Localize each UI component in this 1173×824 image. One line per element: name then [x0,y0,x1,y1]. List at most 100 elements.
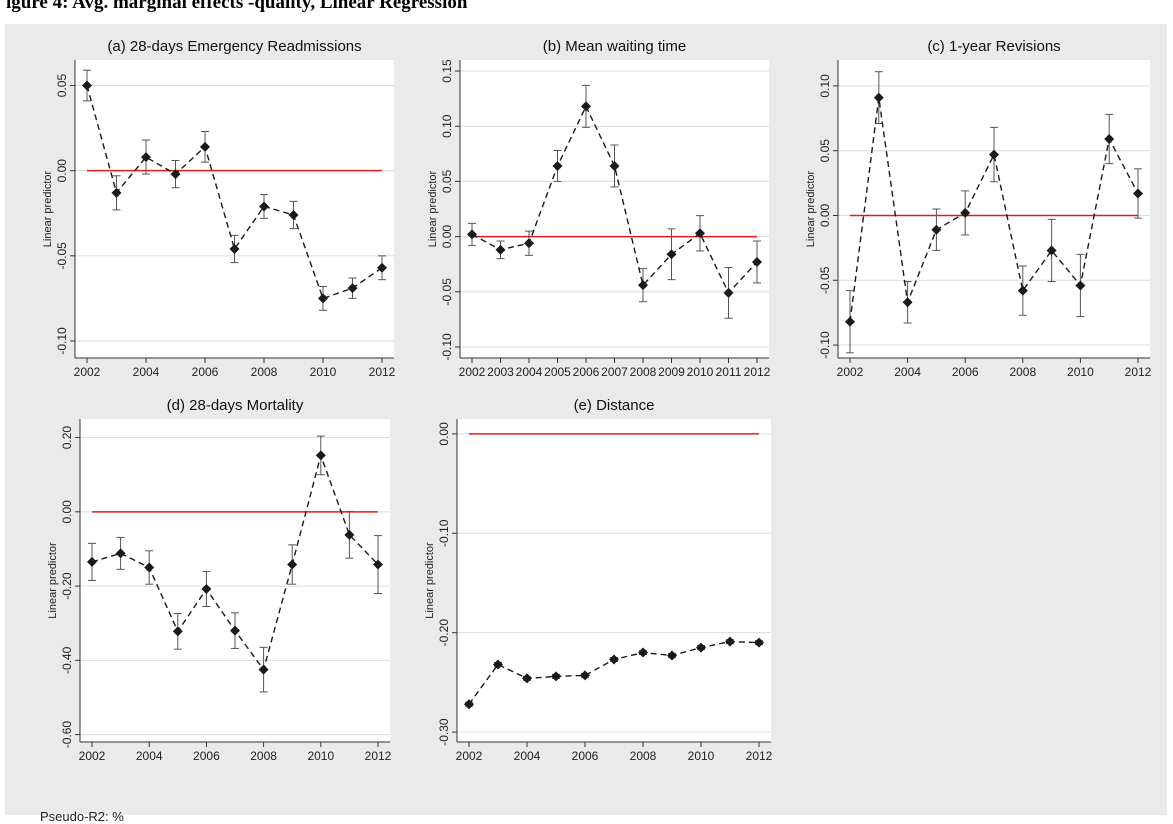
data-point-2007 [989,149,999,160]
data-point-2012 [752,256,762,267]
chart-title: (d) 28-days Mortality [167,397,304,414]
y-tick-label: -0.10 [437,519,451,547]
data-point-2007 [229,244,240,255]
data-point-2012 [754,637,764,648]
chart-title: (b) Mean waiting time [543,38,686,55]
data-point-2011 [344,529,355,540]
plot-area [838,60,1150,358]
data-point-2005 [931,224,942,235]
data-point-2011 [725,636,735,647]
y-tick-label: -0.10 [440,333,454,361]
data-point-2009 [667,650,677,661]
data-point-2008 [258,664,269,675]
y-tick-label: -0.60 [60,721,74,749]
chart-panel-5: 0.00 -0.10 -0.20 -0.30 2002 2004 2006 2008 2010 2… [424,397,773,763]
data-point-2004 [524,238,534,249]
data-point-2009 [288,209,299,220]
x-tick-label: 2006 [192,365,219,379]
data-point-2003 [115,548,126,559]
x-tick-label: 2002 [459,365,486,379]
data-point-2009 [666,249,677,260]
y-axis-label: Linear predictor [42,170,54,247]
chart-panel-3: 0.10 0.05 0.00 -0.05 -0.10 2002 2004 2006 2008 20… [805,38,1152,379]
data-point-2009 [287,559,298,570]
x-tick-label: 2004 [514,749,541,763]
x-tick-label: 2006 [572,749,599,763]
data-point-2006 [581,101,591,112]
data-point-2010 [1075,280,1086,291]
x-tick-label: 2012 [746,749,773,763]
y-axis-label: Linear predictor [424,542,436,619]
x-tick-label: 2005 [544,365,571,379]
y-tick-label: -0.30 [437,718,451,746]
data-point-2003 [873,92,884,103]
x-tick-label: 2012 [744,365,771,379]
data-point-2008 [638,280,648,291]
plot-area [80,419,390,742]
data-point-2012 [377,262,387,273]
y-tick-label: 0.20 [60,426,74,450]
chart-title: (c) 1-year Revisions [927,38,1060,55]
data-point-2010 [315,450,326,461]
x-tick-label: 2004 [894,365,921,379]
y-tick-label: -0.05 [55,242,69,270]
data-point-2002 [467,229,477,240]
x-tick-label: 2010 [310,365,337,379]
data-point-2006 [580,670,590,681]
y-tick-label: 0.05 [55,74,69,98]
x-tick-label: 2010 [307,749,334,763]
data-point-2003 [495,244,506,255]
data-point-2004 [902,297,913,308]
data-point-2002 [845,316,855,327]
y-tick-label: -0.10 [818,331,832,359]
x-tick-label: 2010 [688,749,715,763]
x-tick-label: 2011 [716,365,742,379]
y-tick-label: 0.00 [55,159,69,183]
x-tick-label: 2008 [630,365,657,379]
y-tick-label: -0.40 [60,646,74,674]
data-point-2004 [144,562,155,573]
y-tick-label: 0.05 [440,169,454,193]
x-tick-label: 2006 [952,365,979,379]
x-tick-label: 2012 [1125,365,1152,379]
x-tick-label: 2002 [837,365,864,379]
data-point-2005 [552,160,563,171]
x-tick-label: 2006 [573,365,600,379]
data-point-2010 [695,228,705,239]
x-tick-label: 2004 [133,365,160,379]
chart-panel-4: 0.20 0.00 -0.20 -0.40 -0.60 2002 2004 2006 2008 2… [47,397,392,763]
data-point-2007 [609,160,620,171]
series-line [471,104,758,295]
data-point-2005 [172,626,183,637]
x-tick-label: 2009 [658,365,685,379]
x-tick-label: 2002 [79,749,106,763]
x-tick-label: 2008 [630,749,657,763]
plot-area [457,419,771,742]
y-tick-label: -0.05 [440,278,454,306]
y-tick-label: 0.00 [437,422,451,446]
chart-title: (a) 28-days Emergency Readmissions [107,38,361,55]
x-tick-label: 2012 [365,749,392,763]
pseudo-r2-note: Pseudo-R2: % [40,809,124,824]
data-point-2007 [230,625,240,636]
y-tick-label: -0.20 [60,572,74,600]
data-point-2006 [200,141,210,152]
x-tick-label: 2002 [74,365,101,379]
x-tick-label: 2002 [456,749,483,763]
chart-panel-1: 0.05 0.00 -0.05 -0.10 2002 2004 2006 2008 2010 20… [42,38,396,379]
data-point-2009 [1046,245,1057,256]
x-tick-label: 2006 [193,749,220,763]
data-point-2007 [609,654,619,665]
x-tick-label: 2010 [1067,365,1094,379]
data-point-2005 [170,169,181,180]
y-tick-label: 0.10 [818,74,832,98]
x-tick-label: 2008 [251,365,278,379]
data-point-2006 [960,207,971,218]
x-tick-label: 2010 [687,365,714,379]
data-point-2012 [1133,188,1143,199]
y-tick-label: 0.10 [440,114,454,138]
data-point-2006 [201,584,212,595]
x-tick-label: 2008 [1009,365,1036,379]
